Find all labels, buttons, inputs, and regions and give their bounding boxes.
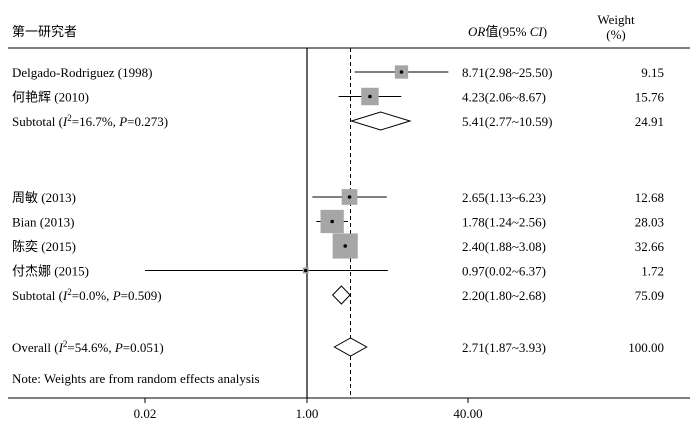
study-name: 何艳辉 (2010) bbox=[12, 90, 89, 105]
overall-prefix: Overall ( bbox=[12, 340, 59, 355]
subtotal-2-i2-sup: 2 bbox=[67, 287, 72, 297]
subtotal-2-i2-value: =0.0%, bbox=[72, 288, 113, 303]
study-or-ci-text: 1.78(1.24~2.56) bbox=[462, 215, 546, 230]
subtotal-2-weight-text: 75.09 bbox=[635, 288, 664, 303]
study-point-estimate bbox=[303, 268, 308, 273]
overall-or-ci-text: 2.71(1.87~3.93) bbox=[462, 340, 546, 355]
subtotal-1-prefix: Subtotal ( bbox=[12, 114, 63, 129]
study-or-ci-text: 4.23(2.06~8.67) bbox=[462, 90, 546, 105]
study-name: 周敏 (2013) bbox=[12, 190, 76, 205]
subtotal-1-label: Subtotal (I2=16.7%, P=0.273) bbox=[12, 113, 168, 129]
study-name: Delgado-Rodriguez (1998) bbox=[12, 65, 152, 80]
header-or-label: OR值(95% CI) bbox=[468, 24, 547, 39]
study-weight-text: 12.68 bbox=[635, 190, 664, 205]
overall-i2-sup: 2 bbox=[63, 339, 68, 349]
study-weight-text: 32.66 bbox=[635, 239, 665, 254]
subtotal-2-label: Subtotal (I2=0.0%, P=0.509) bbox=[12, 287, 162, 303]
study-point-estimate bbox=[343, 244, 348, 248]
study-weight-text: 9.15 bbox=[641, 65, 664, 80]
subtotal-1-p-value: =0.273) bbox=[127, 114, 168, 129]
study-name: 付杰娜 (2015) bbox=[12, 264, 89, 279]
subtotal-1-or-ci-text: 5.41(2.77~10.59) bbox=[462, 114, 552, 129]
overall-i2-label: I bbox=[58, 340, 64, 355]
study-point-estimate bbox=[330, 219, 334, 224]
study-weight-text: 28.03 bbox=[635, 215, 664, 230]
header-or-ci: CI bbox=[530, 24, 544, 39]
x-axis-tick-label: 0.02 bbox=[134, 406, 157, 421]
overall-p-label: P bbox=[114, 340, 123, 355]
weights-note: Note: Weights are from random effects an… bbox=[12, 371, 260, 386]
overall-diamond bbox=[333, 337, 368, 357]
study-point-estimate bbox=[347, 195, 352, 199]
overall-label: Overall (I2=54.6%, P=0.051) bbox=[12, 339, 164, 355]
subtotal-1-i2-value: =16.7%, bbox=[72, 114, 119, 129]
header-or-close: ) bbox=[543, 24, 547, 39]
study-point-estimate bbox=[368, 94, 372, 99]
study-name: 陈奕 (2015) bbox=[12, 239, 76, 254]
study-weight-text: 15.76 bbox=[635, 90, 665, 105]
subtotal-2-i2-label: I bbox=[62, 288, 68, 303]
study-or-ci-text: 8.71(2.98~25.50) bbox=[462, 65, 552, 80]
subtotal-2-p-label: P bbox=[112, 288, 121, 303]
study-name: Bian (2013) bbox=[12, 215, 74, 230]
overall-i2-value: =54.6%, bbox=[67, 340, 114, 355]
x-axis-tick-label: 1.00 bbox=[296, 406, 319, 421]
header-weight-label: Weight bbox=[597, 12, 635, 27]
header-study-label: 第一研究者 bbox=[12, 24, 77, 39]
subtotal-1-p-label: P bbox=[118, 114, 127, 129]
subtotal-1-i2-sup: 2 bbox=[67, 113, 72, 123]
header-or-em: OR bbox=[468, 24, 485, 39]
header-weight-unit: (%) bbox=[606, 27, 626, 42]
subtotal-1-weight-text: 24.91 bbox=[635, 114, 664, 129]
subtotal-2-diamond bbox=[331, 285, 351, 305]
overall-p-value: =0.051) bbox=[123, 340, 164, 355]
study-weight-text: 1.72 bbox=[641, 264, 664, 279]
study-or-ci-text: 0.97(0.02~6.37) bbox=[462, 264, 546, 279]
study-or-ci-text: 2.40(1.88~3.08) bbox=[462, 239, 546, 254]
subtotal-2-prefix: Subtotal ( bbox=[12, 288, 63, 303]
subtotal-1-diamond bbox=[349, 111, 412, 131]
study-or-ci-text: 2.65(1.13~6.23) bbox=[462, 190, 546, 205]
header-or-mid: 值(95% bbox=[485, 24, 529, 39]
subtotal-2-p-value: =0.509) bbox=[121, 288, 162, 303]
subtotal-1-i2-label: I bbox=[62, 114, 68, 129]
study-point-estimate bbox=[399, 70, 404, 74]
overall-weight-text: 100.00 bbox=[628, 340, 664, 355]
subtotal-2-or-ci-text: 2.20(1.80~2.68) bbox=[462, 288, 546, 303]
x-axis-tick-label: 40.00 bbox=[453, 406, 482, 421]
